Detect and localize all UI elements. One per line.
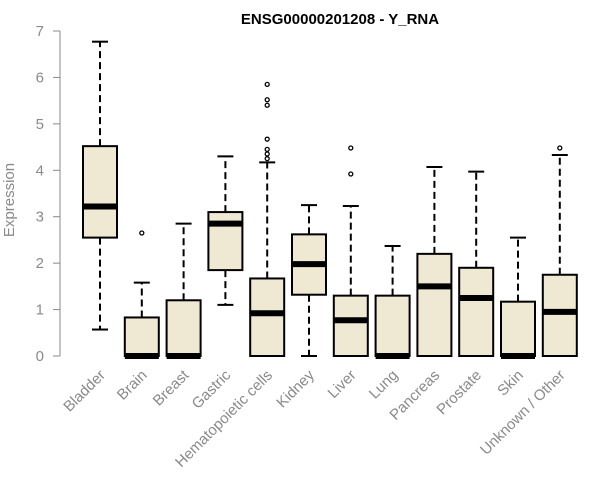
y-tick-label: 0 <box>36 348 44 365</box>
box-body <box>541 273 578 357</box>
box-prostate <box>458 170 495 357</box>
outlier-point <box>348 171 354 177</box>
x-category-label: Liver <box>325 367 360 402</box>
box-brain <box>123 230 160 359</box>
box-skin <box>500 236 536 359</box>
outlier-point <box>348 145 354 151</box>
outlier-point <box>264 146 270 153</box>
y-axis-label: Expression <box>1 163 18 237</box>
chart-title: ENSG00000201208 - Y_RNA <box>241 11 439 28</box>
y-axis: 0 1 2 3 4 5 6 7 <box>36 23 61 365</box>
box-pancreas <box>416 166 453 358</box>
x-category-label: Kidney <box>273 366 318 411</box>
outlier-point <box>264 81 270 88</box>
outlier-point <box>557 145 563 151</box>
x-category-label: Prostate <box>433 367 485 419</box>
y-tick-label: 7 <box>36 23 44 40</box>
x-category-label: Brain <box>114 367 151 404</box>
box-lung <box>374 244 411 359</box>
outlier-point <box>264 151 270 157</box>
y-tick-label: 2 <box>36 255 44 272</box>
box-body <box>165 299 202 357</box>
box-body <box>458 266 495 357</box>
box-body <box>500 300 536 357</box>
y-tick-label: 4 <box>36 162 44 179</box>
box-hematopoietic-cells <box>249 81 286 358</box>
outlier-point <box>264 97 270 103</box>
box-bladder <box>82 40 118 331</box>
y-tick-label: 6 <box>36 69 44 86</box>
outlier-point <box>264 102 270 108</box>
x-category-label: Lung <box>366 367 402 403</box>
box-body <box>123 316 160 358</box>
outlier-point <box>264 156 270 162</box>
box-liver <box>332 145 369 357</box>
box-body <box>374 294 411 357</box>
y-tick-label: 3 <box>36 209 44 226</box>
box-kidney <box>291 204 327 357</box>
x-category-label: Skin <box>494 367 527 400</box>
box-unknown-other <box>541 145 578 357</box>
box-body <box>82 145 118 239</box>
y-tick-label: 1 <box>36 302 44 319</box>
box-gastric <box>207 155 244 306</box>
box-body <box>249 277 286 358</box>
boxes-group <box>82 40 578 359</box>
outlier-point <box>264 136 270 142</box>
x-category-label: Bladder <box>60 367 109 416</box>
box-body <box>332 294 369 357</box>
y-tick-label: 5 <box>36 116 44 133</box>
x-category-label: Breast <box>150 366 193 409</box>
outlier-point <box>139 230 145 236</box>
box-body <box>416 252 453 358</box>
box-breast <box>165 222 202 359</box>
